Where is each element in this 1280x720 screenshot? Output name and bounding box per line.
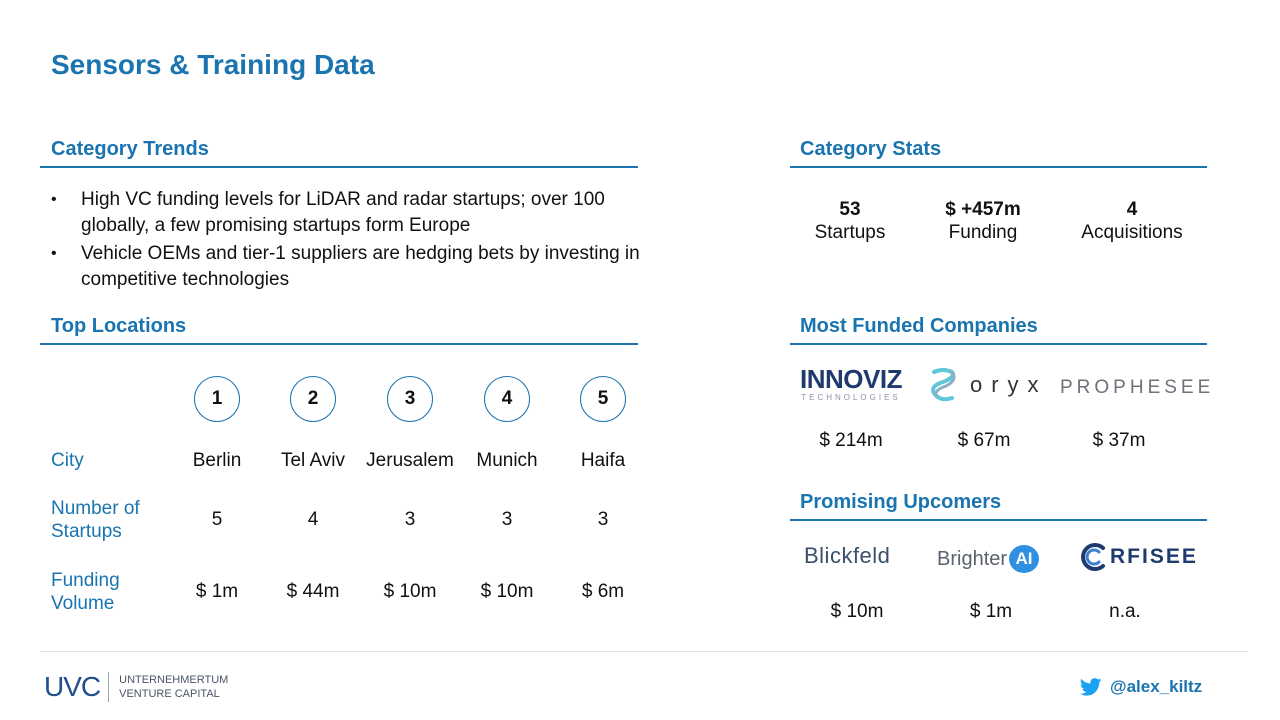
upcomer-amount: $ 10m: [830, 601, 884, 622]
startups-cell: 3: [501, 509, 513, 530]
city-cell: Munich: [476, 450, 538, 471]
footer-divider: [40, 651, 1248, 652]
stat-funding: $ +457m Funding: [918, 198, 1048, 244]
most-funded-rule: [790, 343, 1207, 345]
most-funded-amount: $ 214m: [819, 430, 883, 451]
upcomer-amount: n.a.: [1109, 601, 1141, 622]
city-cell: Jerusalem: [366, 450, 454, 471]
stat-value: 4: [1126, 199, 1138, 220]
city-cell: Haifa: [580, 450, 626, 471]
brighterai-wordmark: Brighter: [937, 547, 1008, 570]
uvc-logo-mark: UVC: [44, 671, 101, 702]
trend-bullet: • High VC funding levels for LiDAR and r…: [51, 187, 641, 239]
page-title: Sensors & Training Data: [51, 49, 375, 80]
stat-value: $ +457m: [945, 199, 1021, 220]
upcomer-amount: $ 1m: [969, 601, 1013, 622]
rfisee-wordmark: RFISEE: [1110, 545, 1198, 568]
uvc-logo-divider: [108, 672, 110, 702]
trend-bullet: • Vehicle OEMs and tier-1 suppliers are …: [51, 241, 641, 293]
stat-label: Startups: [814, 222, 886, 243]
promising-upcomers-heading: Promising Upcomers: [800, 491, 1002, 513]
startups-cell: 5: [211, 509, 223, 530]
funding-cell: $ 44m: [286, 581, 340, 602]
startups-cell: 3: [597, 509, 609, 530]
uvc-logo-line2: VENTURE CAPITAL: [119, 688, 220, 700]
stat-label: Funding: [948, 222, 1018, 243]
most-funded-heading: Most Funded Companies: [800, 315, 1038, 337]
most-funded-amount: $ 67m: [957, 430, 1011, 451]
rank-circle: 4: [484, 376, 530, 422]
category-trends-rule: [40, 166, 638, 168]
rfisee-logo-mark: [1081, 543, 1105, 571]
most-funded-amount: $ 37m: [1092, 430, 1146, 451]
innoviz-wordmark: INNOVIZ: [800, 364, 902, 394]
uvc-logo-text: UNTERNEHMERTUM VENTURE CAPITAL: [119, 673, 228, 701]
category-stats-rule: [790, 166, 1207, 168]
stat-acquisitions: 4 Acquisitions: [1067, 198, 1197, 244]
rfisee-logo: RFISEE: [1079, 541, 1198, 573]
blickfeld-logo: Blickfeld: [804, 543, 891, 568]
category-trends-heading: Category Trends: [51, 138, 209, 160]
twitter-handle[interactable]: @alex_kiltz: [1110, 677, 1203, 696]
category-stats-heading: Category Stats: [800, 138, 942, 160]
funding-cell: $ 1m: [195, 581, 239, 602]
funding-cell: $ 6m: [581, 581, 625, 602]
twitter-handle-block[interactable]: @alex_kiltz: [1080, 676, 1202, 698]
funding-cell: $ 10m: [383, 581, 437, 602]
row-label-startups: Number of Startups: [51, 498, 140, 542]
trend-text: High VC funding levels for LiDAR and rad…: [81, 189, 605, 236]
prophesee-logo: PROPHESEE: [1060, 377, 1215, 398]
top-locations-heading: Top Locations: [51, 315, 187, 337]
top-locations-rule: [40, 343, 638, 345]
oryx-wordmark: oryx: [970, 372, 1048, 397]
rank-circle: 5: [580, 376, 626, 422]
promising-upcomers-rule: [790, 519, 1207, 521]
stat-label: Acquisitions: [1081, 222, 1183, 243]
innoviz-logo: INNOVIZ TECHNOLOGIES: [799, 366, 903, 402]
trend-text: Vehicle OEMs and tier-1 suppliers are he…: [81, 243, 640, 290]
stat-startups: 53 Startups: [790, 198, 910, 244]
stat-value: 53: [839, 199, 861, 220]
funding-cell: $ 10m: [480, 581, 534, 602]
oryx-logo: oryx: [926, 366, 1046, 404]
rank-circle: 1: [194, 376, 240, 422]
city-cell: Berlin: [192, 450, 242, 471]
brighterai-badge: AI: [1009, 545, 1040, 573]
row-label-city: City: [51, 450, 84, 471]
bullet-dot: •: [51, 245, 57, 262]
city-cell: Tel Aviv: [280, 450, 346, 471]
row-label-funding: Funding Volume: [51, 570, 120, 614]
rank-circle: 2: [290, 376, 336, 422]
innoviz-sub: TECHNOLOGIES: [801, 393, 901, 402]
startups-cell: 4: [307, 509, 319, 530]
oryx-logo-mark: [931, 368, 956, 402]
twitter-icon: [1080, 678, 1102, 696]
category-trends-list: • High VC funding levels for LiDAR and r…: [51, 187, 641, 295]
rank-circle: 3: [387, 376, 433, 422]
brighterai-logo: Brighter AI: [937, 545, 1040, 573]
uvc-logo-line1: UNTERNEHMERTUM: [119, 674, 229, 686]
startups-cell: 3: [404, 509, 416, 530]
uvc-logo: UVC UNTERNEHMERTUM VENTURE CAPITAL: [44, 670, 228, 704]
bullet-dot: •: [51, 191, 57, 208]
